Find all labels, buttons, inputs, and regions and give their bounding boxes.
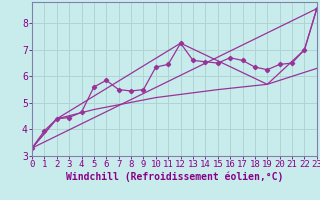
X-axis label: Windchill (Refroidissement éolien,°C): Windchill (Refroidissement éolien,°C) — [66, 172, 283, 182]
